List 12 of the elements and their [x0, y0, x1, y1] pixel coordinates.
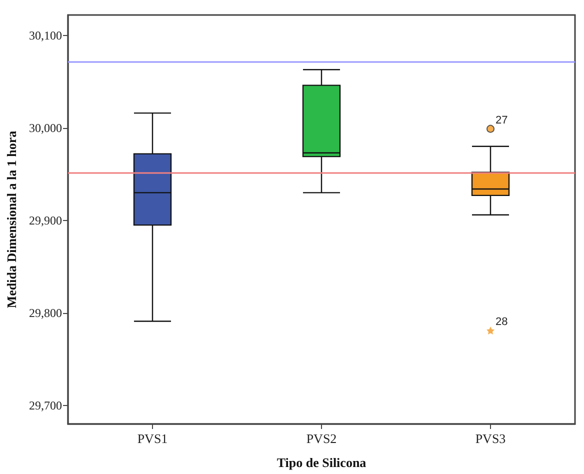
x-tick-label: PVS2: [306, 431, 337, 446]
y-tick-label: 29,900: [29, 213, 62, 228]
y-tick-label: 29,800: [29, 306, 62, 320]
x-tick-label: PVS1: [137, 431, 168, 446]
annotation: 28: [496, 316, 508, 328]
annotation: 27: [496, 114, 508, 126]
y-tick-label: 30,000: [29, 120, 62, 135]
x-tick-label: PVS3: [475, 431, 506, 446]
y-tick-label: 29,700: [29, 398, 62, 412]
y-tick-label: 30,100: [29, 28, 62, 42]
y-axis-title: Medida Dimensional a la 1 hora: [4, 130, 20, 308]
x-axis-title: Tipo de Silicona: [276, 455, 367, 470]
